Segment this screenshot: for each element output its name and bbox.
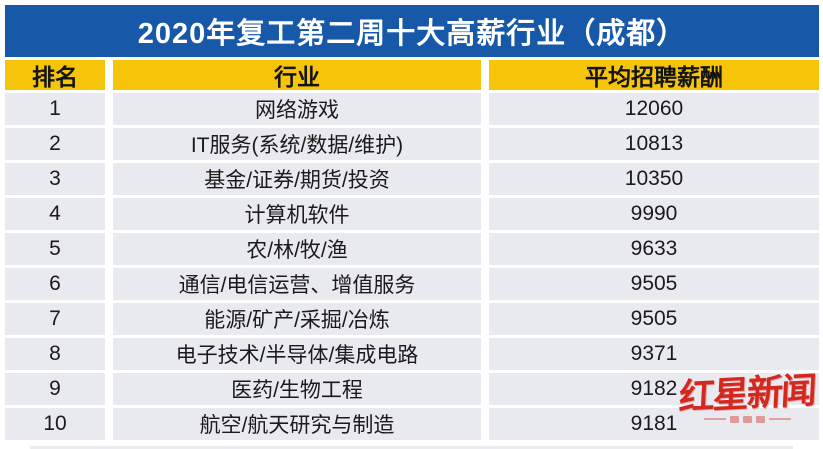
salary-cell: 9181	[489, 408, 819, 440]
industry-cell: 航空/航天研究与制造	[113, 408, 481, 440]
salary-cell: 9505	[489, 268, 819, 300]
rank-cell: 4	[5, 198, 105, 230]
table-title: 2020年复工第二周十大高薪行业（成都）	[5, 5, 819, 57]
rank-cell: 1	[5, 93, 105, 125]
salary-table-card: 2020年复工第二周十大高薪行业（成都） 排名 行业 平均招聘薪酬 1 网络游戏…	[5, 5, 819, 440]
rank-cell: 7	[5, 303, 105, 335]
column-header-salary: 平均招聘薪酬	[489, 60, 819, 90]
industry-cell: 农/林/牧/渔	[113, 233, 481, 265]
column-header-rank: 排名	[5, 60, 105, 90]
rank-cell: 5	[5, 233, 105, 265]
rank-cell: 2	[5, 128, 105, 160]
rank-cell: 9	[5, 373, 105, 405]
salary-cell: 9990	[489, 198, 819, 230]
rank-cell: 3	[5, 163, 105, 195]
salary-cell: 10813	[489, 128, 819, 160]
industry-cell: 计算机软件	[113, 198, 481, 230]
salary-cell: 9371	[489, 338, 819, 370]
rank-cell: 6	[5, 268, 105, 300]
rank-cell: 8	[5, 338, 105, 370]
salary-cell: 9633	[489, 233, 819, 265]
rank-cell: 10	[5, 408, 105, 440]
industry-cell: IT服务(系统/数据/维护)	[113, 128, 481, 160]
industry-cell: 电子技术/半导体/集成电路	[113, 338, 481, 370]
salary-cell: 9505	[489, 303, 819, 335]
industry-cell: 网络游戏	[113, 93, 481, 125]
column-header-industry: 行业	[113, 60, 481, 90]
industry-cell: 基金/证券/期货/投资	[113, 163, 481, 195]
salary-cell: 9182	[489, 373, 819, 405]
salary-cell: 10350	[489, 163, 819, 195]
industry-cell: 能源/矿产/采掘/冶炼	[113, 303, 481, 335]
salary-table: 排名 行业 平均招聘薪酬 1 网络游戏 12060 2 IT服务(系统/数据/维…	[5, 60, 819, 440]
industry-cell: 医药/生物工程	[113, 373, 481, 405]
salary-cell: 12060	[489, 93, 819, 125]
bottom-shadow	[30, 446, 793, 449]
industry-cell: 通信/电信运营、增值服务	[113, 268, 481, 300]
